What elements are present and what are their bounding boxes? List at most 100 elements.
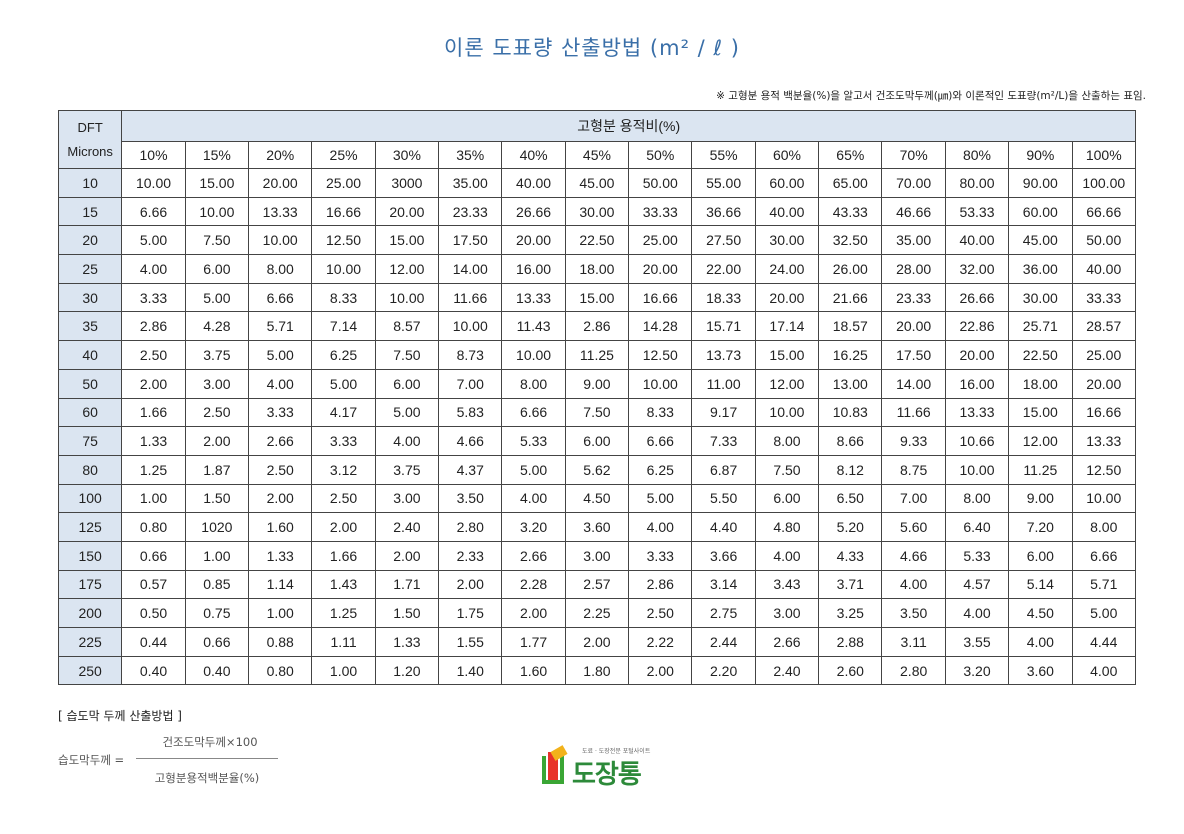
dft-value: 20 — [57, 225, 123, 256]
table-cell: 2.80 — [438, 512, 503, 542]
table-cell: 6.00 — [1008, 540, 1073, 571]
logo-mark-green — [542, 756, 564, 784]
column-header: 90% — [1008, 141, 1073, 169]
column-header: 25% — [311, 141, 376, 169]
table-cell: 0.40 — [121, 655, 186, 686]
table-cell: 5.62 — [564, 454, 630, 485]
table-cell: 1.71 — [374, 569, 440, 600]
table-row: 15 6.66 10.00 13.33 16.66 20.00 23.33 26.66 30.0… — [57, 196, 1136, 227]
table-cell: 7.33 — [691, 426, 756, 456]
table-cell: 66.66 — [1071, 196, 1136, 227]
table-cell: 45.00 — [1008, 225, 1073, 256]
table-cell: 2.88 — [818, 627, 883, 657]
table-cell: 20.00 — [881, 311, 946, 342]
table-cell: 3.50 — [438, 483, 503, 514]
table-cell: 2.00 — [374, 540, 440, 571]
dft-value: 25 — [57, 254, 123, 284]
table-cell: 11.25 — [1008, 454, 1073, 485]
table-cell: 43.33 — [818, 196, 883, 227]
solids-header: 고형분 용적비(%) — [121, 110, 1136, 142]
table-row: 30 3.33 5.00 6.66 8.33 10.00 11.66 13.33 15.00 16… — [57, 282, 1136, 313]
table-cell: 70.00 — [881, 168, 946, 198]
table-cell: 18.00 — [1008, 368, 1073, 399]
table-cell: 4.00 — [248, 368, 313, 399]
table-cell: 50.00 — [628, 168, 693, 198]
table-cell: 3.11 — [881, 627, 946, 657]
table-cell: 18.57 — [818, 311, 883, 342]
table-cell: 28.57 — [1071, 311, 1136, 342]
table-cell: 1.20 — [374, 655, 440, 686]
table-cell: 8.12 — [818, 454, 883, 485]
table-cell: 20.00 — [501, 225, 566, 256]
table-cell: 5.71 — [1071, 569, 1136, 600]
table-cell: 3.60 — [564, 512, 630, 542]
table-cell: 15.00 — [1008, 397, 1073, 428]
table-cell: 30.00 — [564, 196, 630, 227]
table-cell: 5.33 — [944, 540, 1010, 571]
table-cell: 2.60 — [818, 655, 883, 686]
table-cell: 3.66 — [691, 540, 756, 571]
table-cell: 6.87 — [691, 454, 756, 485]
table-cell: 8.66 — [818, 426, 883, 456]
table-cell: 2.20 — [691, 655, 756, 686]
formula-fraction-line — [136, 758, 278, 759]
coverage-table: DFT Microns 고형분 용적비(%) 10% 15% 20% 25% 30% 35… — [57, 110, 1136, 686]
table-cell: 4.00 — [881, 569, 946, 600]
table-cell: 2.00 — [628, 655, 693, 686]
table-cell: 15.00 — [754, 340, 820, 370]
table-cell: 2.40 — [754, 655, 820, 686]
table-cell: 0.75 — [184, 598, 250, 628]
table-cell: 40.00 — [501, 168, 566, 198]
table-cell: 2.50 — [248, 454, 313, 485]
table-cell: 12.00 — [754, 368, 820, 399]
table-cell: 8.33 — [311, 282, 376, 313]
table-row: 20 5.00 7.50 10.00 12.50 15.00 17.50 20.00 22.50… — [57, 225, 1136, 256]
table-cell: 4.28 — [184, 311, 250, 342]
table-body: 10 10.00 15.00 20.00 25.00 3000 35.00 40.00 45.0… — [57, 168, 1136, 686]
table-cell: 16.00 — [944, 368, 1010, 399]
table-cell: 28.00 — [881, 254, 946, 284]
table-cell: 5.50 — [691, 483, 756, 514]
table-cell: 2.50 — [121, 340, 186, 370]
table-cell: 15.00 — [564, 282, 630, 313]
table-cell: 24.00 — [754, 254, 820, 284]
dft-value: 250 — [57, 655, 123, 686]
table-cell: 22.00 — [691, 254, 756, 284]
table-cell: 7.00 — [438, 368, 503, 399]
table-cell: 0.85 — [184, 569, 250, 600]
table-cell: 15.00 — [374, 225, 440, 256]
table-cell: 4.37 — [438, 454, 503, 485]
table-cell: 1.00 — [184, 540, 250, 571]
column-header: 45% — [564, 141, 630, 169]
table-cell: 8.00 — [501, 368, 566, 399]
table-cell: 2.33 — [438, 540, 503, 571]
table-cell: 1.33 — [121, 426, 186, 456]
table-cell: 1.33 — [374, 627, 440, 657]
table-cell: 21.66 — [818, 282, 883, 313]
table-cell: 10.66 — [944, 426, 1010, 456]
table-cell: 100.00 — [1071, 168, 1136, 198]
table-cell: 35.00 — [881, 225, 946, 256]
table-cell: 13.73 — [691, 340, 756, 370]
dft-value: 175 — [57, 569, 123, 600]
table-cell: 1.60 — [501, 655, 566, 686]
table-cell: 2.00 — [121, 368, 186, 399]
table-cell: 1.00 — [311, 655, 376, 686]
table-cell: 1020 — [184, 512, 250, 542]
table-cell: 2.00 — [311, 512, 376, 542]
table-cell: 0.57 — [121, 569, 186, 600]
table-cell: 32.00 — [944, 254, 1010, 284]
table-cell: 4.66 — [438, 426, 503, 456]
table-cell: 2.50 — [311, 483, 376, 514]
table-cell: 5.71 — [248, 311, 313, 342]
table-cell: 17.50 — [438, 225, 503, 256]
table-cell: 3.20 — [944, 655, 1010, 686]
table-cell: 5.20 — [818, 512, 883, 542]
table-row: 35 2.86 4.28 5.71 7.14 8.57 10.00 11.43 2.86 14.2… — [57, 311, 1136, 342]
table-cell: 1.50 — [374, 598, 440, 628]
table-cell: 10.00 — [1071, 483, 1136, 514]
table-cell: 6.40 — [944, 512, 1010, 542]
table-cell: 0.40 — [184, 655, 250, 686]
table-cell: 3.50 — [881, 598, 946, 628]
table-cell: 11.25 — [564, 340, 630, 370]
